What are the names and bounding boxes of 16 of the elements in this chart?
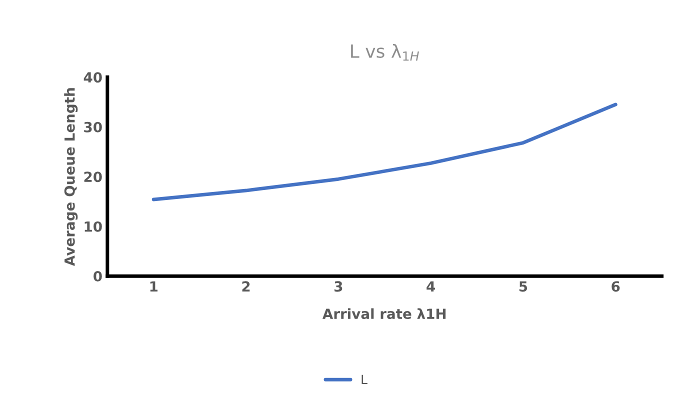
legend-label: L	[362, 374, 368, 384]
x-tick-label: 1	[150, 281, 158, 292]
y-tick-label: 10	[84, 221, 102, 232]
x-axis-title: Arrival rate λ1H	[322, 308, 446, 320]
y-axis-title: Average Queue Length	[64, 88, 78, 266]
x-tick-label: 2	[242, 281, 250, 292]
y-tick-label: 0	[94, 271, 102, 282]
y-tick-label: 40	[84, 72, 102, 83]
line-series	[152, 102, 618, 202]
x-tick-label: 4	[426, 281, 436, 292]
y-tick-label: 30	[84, 122, 102, 132]
x-tick-label: 3	[334, 281, 342, 292]
chart-title: L vs λ$_{1H}$	[351, 44, 420, 61]
y-tick-label: 20	[84, 172, 102, 182]
x-tick-label: 5	[519, 281, 528, 292]
x-tick-label: 6	[612, 281, 620, 292]
